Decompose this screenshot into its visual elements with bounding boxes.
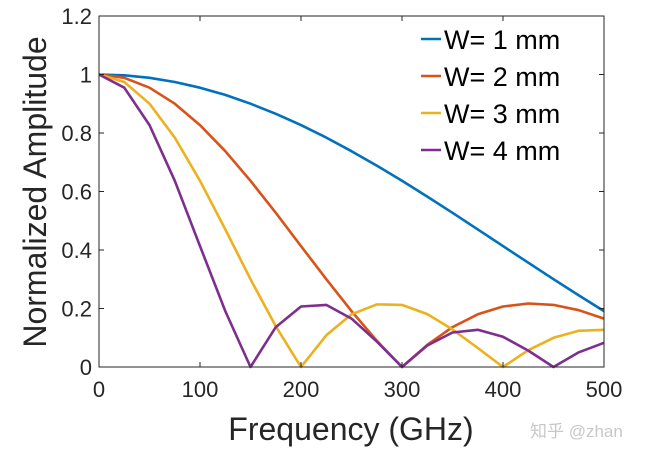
series-line-4 <box>98 73 605 369</box>
y-tick-label: 1.2 <box>61 4 92 29</box>
y-tick-label: 0.4 <box>61 238 92 263</box>
x-tick-label: 100 <box>182 377 219 402</box>
y-axis-label: Normalized Amplitude <box>17 36 53 347</box>
y-tick-label: 0.2 <box>61 297 92 322</box>
x-axis-label: Frequency (GHz) <box>228 411 473 447</box>
ticks-layer: 0 100 200 300 400 500 0 0.2 0.4 0.6 0.8 1 1.2 <box>61 4 622 402</box>
series-line-2 <box>98 73 605 369</box>
legend: W= 1 mm W= 2 mm W= 3 mm W= 4 mm <box>421 25 560 166</box>
y-tick-label: 0.6 <box>61 180 92 205</box>
x-tick-label: 500 <box>586 377 623 402</box>
legend-label-3: W= 3 mm <box>444 99 560 129</box>
legend-label-1: W= 1 mm <box>444 25 560 55</box>
x-tick-label: 300 <box>384 377 421 402</box>
y-tick-label: 0.8 <box>61 121 92 146</box>
legend-label-2: W= 2 mm <box>444 62 560 92</box>
x-tick-label: 0 <box>93 377 105 402</box>
series-layer <box>98 73 605 369</box>
legend-label-4: W= 4 mm <box>444 136 560 166</box>
y-tick-label: 0 <box>80 355 92 380</box>
series-line-3 <box>98 73 605 369</box>
series-line-1 <box>98 73 605 313</box>
x-tick-label: 400 <box>485 377 522 402</box>
x-tick-label: 200 <box>283 377 320 402</box>
y-tick-label: 1 <box>80 63 92 88</box>
watermark: 知乎 @zhan <box>530 422 623 441</box>
